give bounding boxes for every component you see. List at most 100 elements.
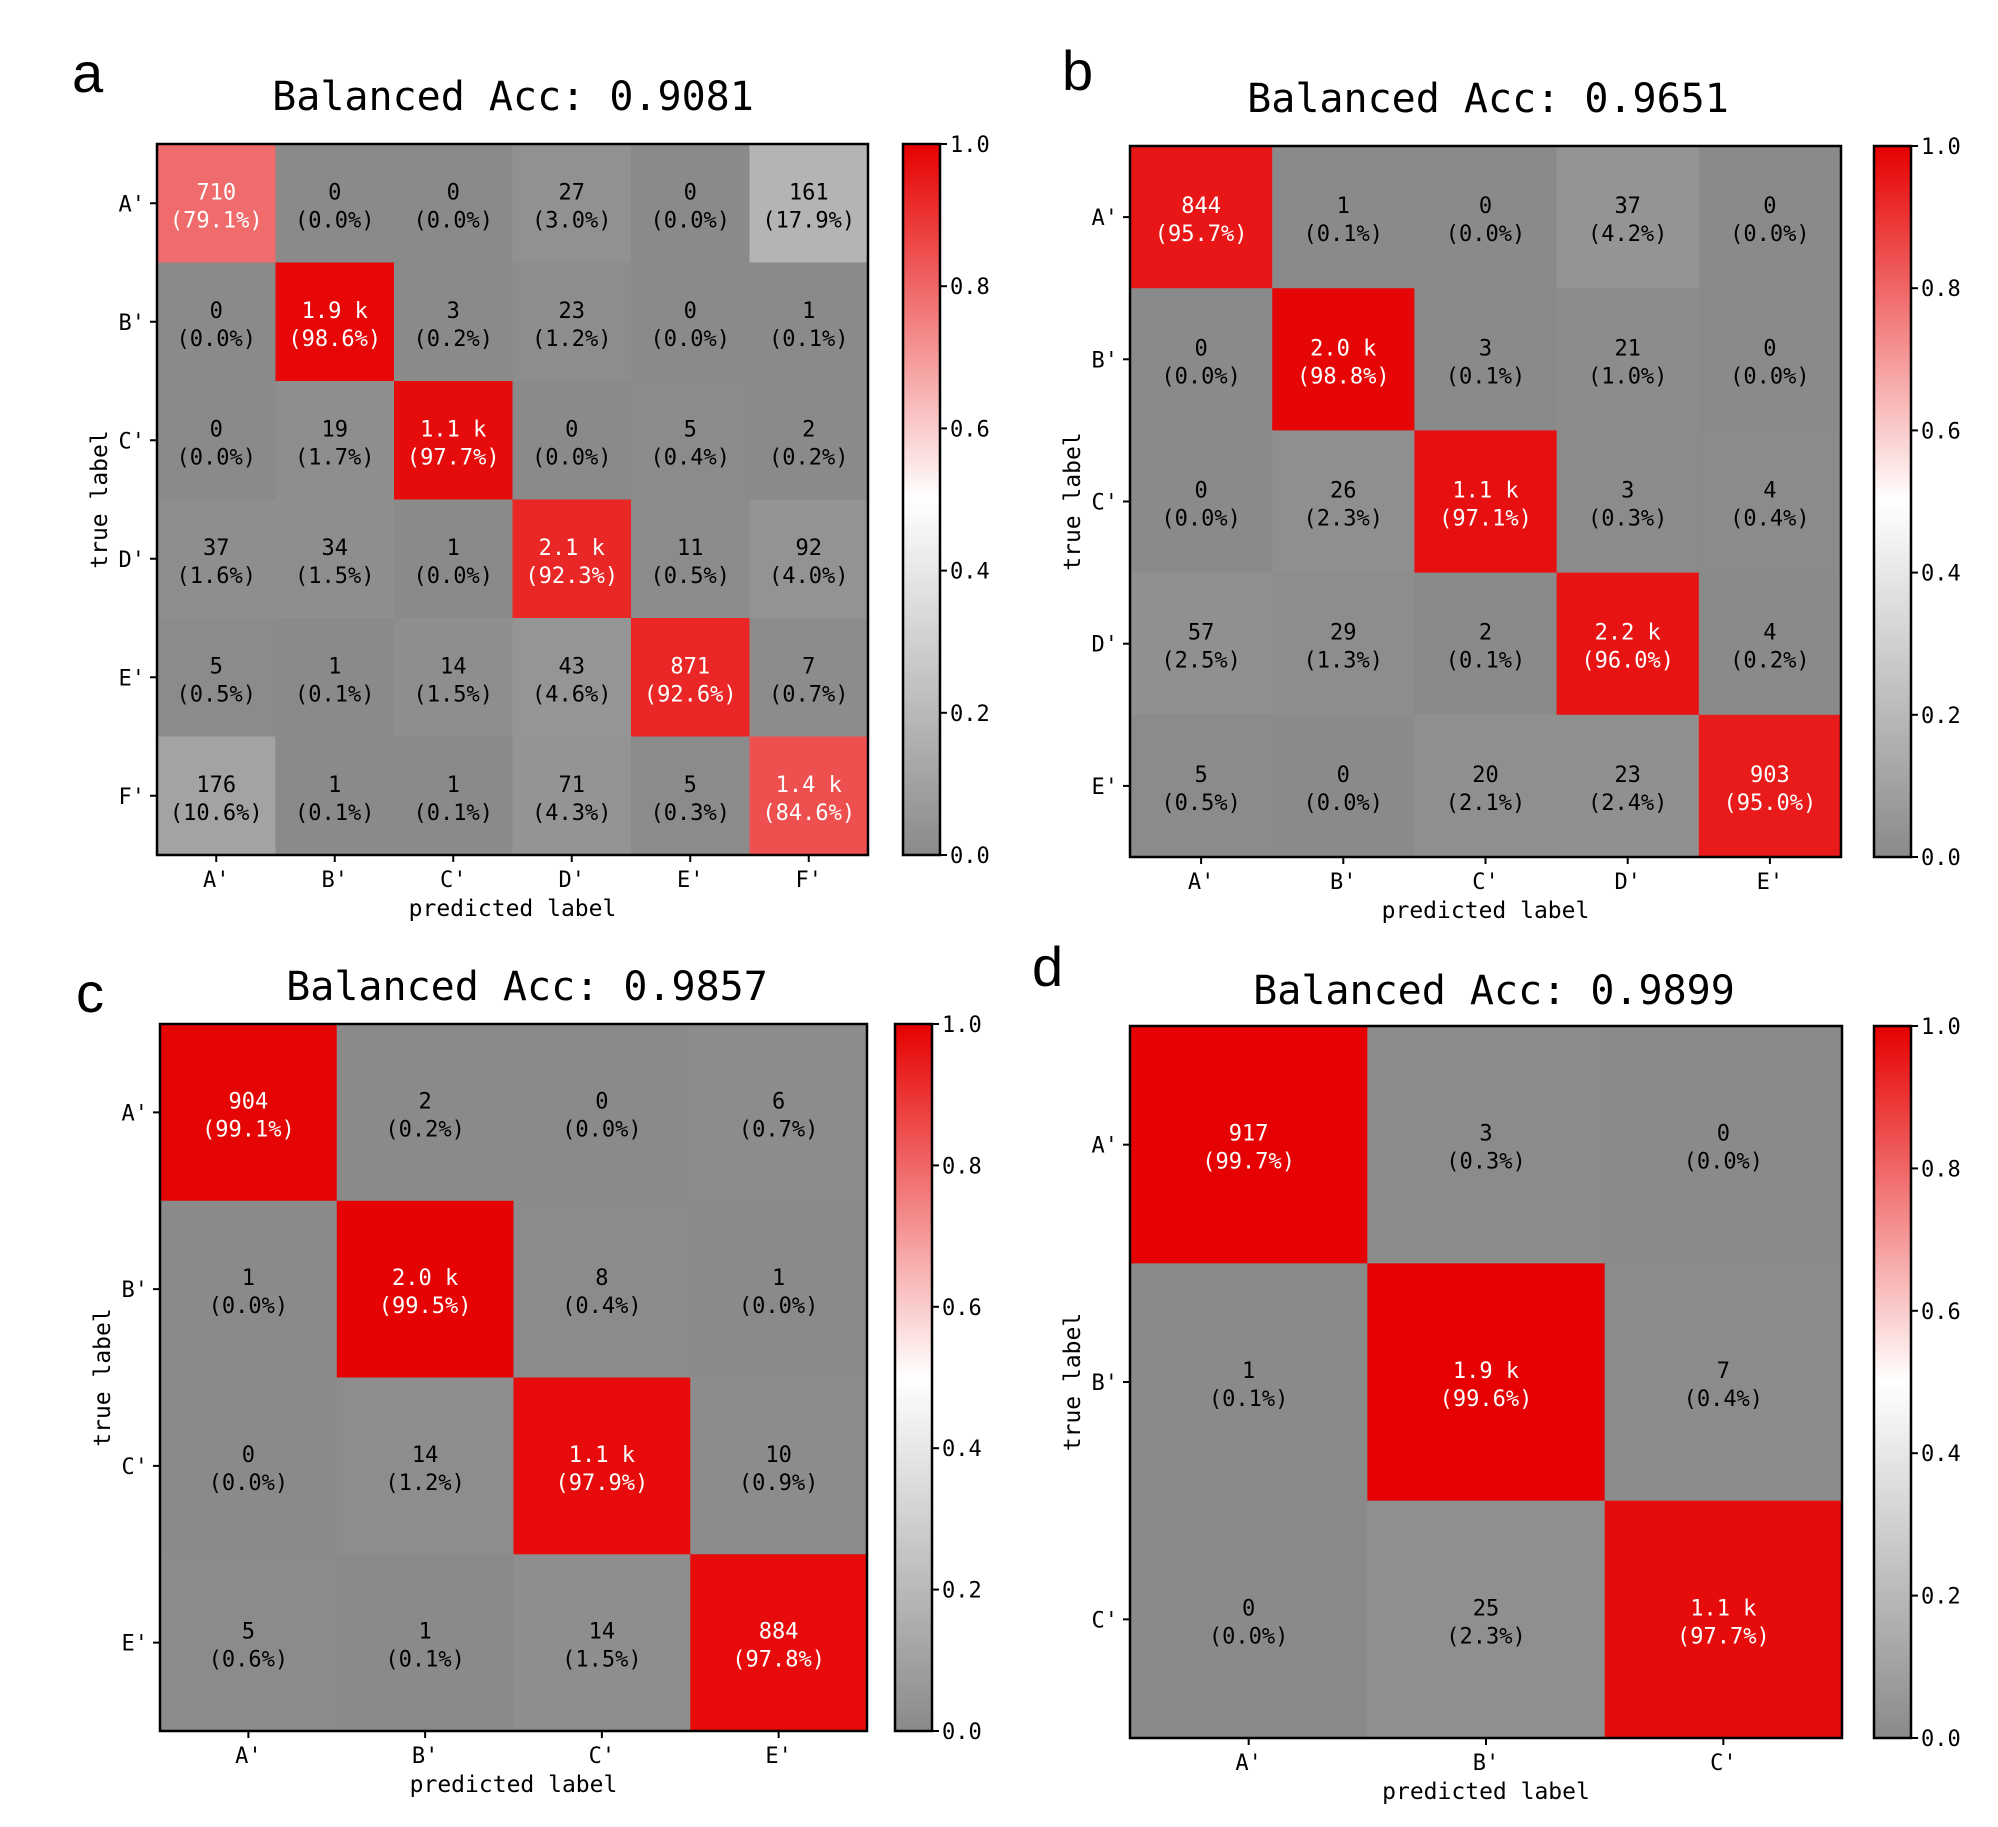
heatmap-cell-d-1-1 [1367, 1263, 1606, 1502]
cell-count-b-4-4: 903 [1750, 763, 1790, 788]
x-tick-label-d-0: A' [1235, 1751, 1262, 1776]
cell-count-a-4-1: 1 [328, 654, 341, 679]
cell-percent-a-1-0: (0.0%) [177, 327, 256, 352]
cell-percent-a-5-5: (84.6%) [762, 801, 855, 826]
x-tick-label-a-2: C' [440, 868, 467, 893]
chart-title-d: Balanced Acc: 0.9899 [1253, 968, 1735, 1014]
cell-percent-c-1-3: (0.0%) [739, 1294, 818, 1319]
cell-percent-a-4-1: (0.1%) [295, 682, 374, 707]
heatmap-cell-c-3-1 [336, 1554, 514, 1732]
cell-percent-a-4-4: (92.6%) [644, 682, 737, 707]
cell-percent-c-2-1: (1.2%) [385, 1471, 464, 1496]
heatmap-cell-d-0-1 [1367, 1026, 1606, 1264]
heatmap-frame-a [155, 142, 870, 857]
cell-percent-c-0-2: (0.0%) [562, 1117, 641, 1142]
heatmap-cell-d-2-0 [1130, 1500, 1368, 1739]
cell-percent-a-2-2: (97.7%) [407, 445, 500, 470]
colorbar-tick-label-d-3: 0.6 [1921, 1300, 1961, 1325]
heatmap-cell-b-2-1 [1272, 430, 1415, 574]
cell-percent-a-5-3: (4.3%) [532, 801, 611, 826]
cell-count-a-2-2: 1.1 k [420, 417, 486, 442]
cell-count-b-4-1: 0 [1337, 763, 1350, 788]
cell-count-d-1-1: 1.9 k [1453, 1359, 1519, 1384]
cell-percent-b-0-3: (4.2%) [1588, 222, 1667, 247]
colorbar-tick-label-d-5: 1.0 [1921, 1015, 1961, 1040]
heatmap-cell-d-1-0 [1130, 1263, 1368, 1502]
heatmap-cell-b-3-0 [1130, 572, 1273, 716]
cell-count-a-4-3: 43 [559, 654, 586, 679]
y-axis-label-d: true label [1060, 1313, 1086, 1451]
cell-count-d-0-1: 3 [1479, 1122, 1492, 1147]
cell-percent-a-5-0: (10.6%) [170, 801, 263, 826]
cell-percent-b-1-4: (0.0%) [1730, 364, 1809, 389]
cell-percent-c-1-0: (0.0%) [209, 1294, 288, 1319]
heatmap-cell-a-0-5 [749, 144, 869, 263]
cell-count-b-0-0: 844 [1181, 194, 1221, 219]
cell-percent-b-4-0: (0.5%) [1161, 791, 1240, 816]
cell-count-b-4-3: 23 [1614, 763, 1641, 788]
x-axis-label-a: predicted label [409, 896, 617, 922]
cell-count-c-2-3: 10 [765, 1443, 792, 1468]
cell-percent-a-3-5: (4.0%) [769, 564, 848, 589]
cell-percent-d-2-0: (0.0%) [1209, 1624, 1288, 1649]
heatmap-cell-a-2-0 [157, 381, 276, 500]
y-tick-label-c-2: C' [122, 1455, 149, 1480]
cell-count-c-1-0: 1 [242, 1266, 255, 1291]
cell-percent-b-3-1: (1.3%) [1304, 649, 1383, 674]
cell-count-b-3-3: 2.2 k [1595, 621, 1661, 646]
cell-count-d-2-0: 0 [1242, 1596, 1255, 1621]
cell-count-a-3-3: 2.1 k [539, 536, 605, 561]
cell-percent-b-0-0: (95.7%) [1155, 222, 1248, 247]
y-tick-label-b-1: B' [1092, 348, 1119, 373]
cell-percent-a-2-1: (1.7%) [295, 445, 374, 470]
x-tick-label-b-2: C' [1472, 870, 1499, 895]
panel-c: c Balanced Acc: 0.9857 904 (99.1%) 2 (0.2%) 0 (… [76, 961, 982, 1798]
colorbar-tick-label-a-5: 1.0 [950, 133, 990, 158]
cell-count-d-2-2: 1.1 k [1690, 1596, 1756, 1621]
y-tick-label-c-0: A' [122, 1101, 149, 1126]
panel-b: b Balanced Acc: 0.9651 844 (95.7%) 1 (0.1%) 0 (… [1060, 39, 1961, 924]
heatmap-cell-a-1-5 [749, 262, 869, 382]
cell-count-c-0-1: 2 [419, 1089, 432, 1114]
panel-letter-b: b [1062, 39, 1093, 102]
cell-percent-b-4-2: (2.1%) [1446, 791, 1525, 816]
heatmap-cell-a-4-2 [394, 618, 513, 737]
colorbar-tick-label-a-0: 0.0 [950, 844, 990, 869]
cell-count-c-0-2: 0 [595, 1089, 608, 1114]
cell-count-b-0-3: 37 [1614, 194, 1641, 219]
panel-letter-a: a [72, 41, 104, 104]
colorbar-tick-label-c-2: 0.4 [942, 1437, 982, 1462]
heatmap-cell-c-2-2 [513, 1377, 691, 1555]
panel-a: a Balanced Acc: 0.9081710(79.1%)0(0.0%)0(… [72, 41, 990, 922]
heatmap-cell-a-5-0 [157, 736, 276, 856]
heatmap-cell-d-2-2 [1604, 1500, 1843, 1739]
cell-count-d-1-0: 1 [1242, 1359, 1255, 1384]
heatmap-cell-b-1-0 [1130, 288, 1273, 431]
colorbar-d: 0.0 0.2 0.4 0.6 0.8 1.0 [1872, 1015, 1961, 1752]
colorbar-tick-label-c-5: 1.0 [942, 1013, 982, 1038]
cell-count-b-1-2: 3 [1479, 336, 1492, 361]
heatmap-cell-c-0-2 [513, 1024, 691, 1202]
cell-count-a-3-1: 34 [322, 536, 349, 561]
colorbar-tick-label-b-2: 0.4 [1921, 562, 1961, 587]
colorbar-tick-label-c-3: 0.6 [942, 1296, 982, 1321]
cell-percent-a-4-0: (0.5%) [177, 682, 256, 707]
colorbar-gradient-b [1872, 144, 1913, 859]
cell-percent-b-1-0: (0.0%) [1161, 364, 1240, 389]
heatmap-cell-a-0-0 [157, 144, 276, 263]
heatmap-cell-b-2-3 [1556, 430, 1700, 574]
cell-percent-a-5-2: (0.1%) [414, 801, 493, 826]
heatmap-cell-b-2-4 [1698, 430, 1842, 574]
heatmap-cell-a-3-2 [394, 499, 513, 619]
cell-count-a-1-5: 1 [802, 299, 815, 324]
colorbar-tick-label-d-4: 0.8 [1921, 1157, 1961, 1182]
colorbar-tick-label-a-2: 0.4 [950, 560, 990, 585]
chart-title-b: Balanced Acc: 0.9651 [1247, 76, 1729, 122]
cell-percent-d-2-2: (97.7%) [1677, 1624, 1770, 1649]
heatmap-cell-a-2-5 [749, 381, 869, 500]
cell-percent-d-2-1: (2.3%) [1446, 1624, 1525, 1649]
cell-count-c-2-2: 1.1 k [569, 1443, 635, 1468]
cell-count-b-3-1: 29 [1330, 621, 1357, 646]
cell-percent-a-0-4: (0.0%) [651, 208, 730, 233]
